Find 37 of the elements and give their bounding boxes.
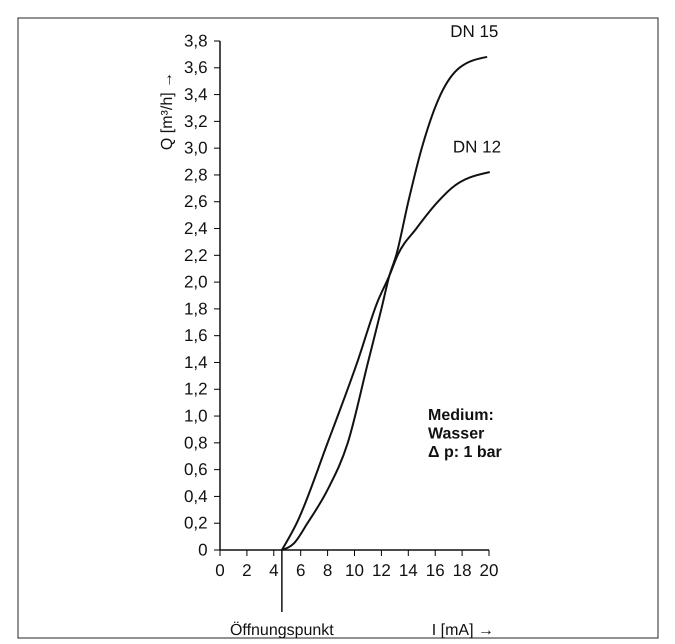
x-tick-label: 4 xyxy=(269,561,279,580)
y-tick-label: 3,4 xyxy=(184,85,208,104)
y-tick-label: 3,8 xyxy=(184,31,208,50)
x-tick-label: 6 xyxy=(296,561,306,580)
y-tick-label: 1,4 xyxy=(184,352,208,372)
y-tick-label: 2,4 xyxy=(184,218,208,238)
y-tick-label: 1,6 xyxy=(184,326,208,346)
x-tick-label: 12 xyxy=(372,561,391,580)
x-axis-title: I [mA] → xyxy=(432,622,494,639)
y-tick-label: 2,6 xyxy=(184,192,208,212)
y-tick-label: 1,8 xyxy=(184,299,208,318)
y-tick-label: 0,8 xyxy=(184,433,208,452)
y-tick-label: 0,6 xyxy=(184,460,208,480)
annotation: Medium: Wasser Δ p: 1 bar xyxy=(428,407,502,461)
y-tick-label: 0,2 xyxy=(184,514,208,533)
y-tick-label: 1,0 xyxy=(184,406,208,426)
x-tick-label: 14 xyxy=(398,561,418,580)
x-tick-label: 18 xyxy=(452,561,472,580)
x-tick-label: 8 xyxy=(322,561,332,580)
y-tick-label: 0 xyxy=(198,540,208,560)
series-label: DN 12 xyxy=(452,137,502,156)
y-tick-label: 2,8 xyxy=(184,165,208,184)
y-tick-label: 2,2 xyxy=(184,246,208,265)
series-label: DN 15 xyxy=(450,22,498,42)
ref-line-label: Öffnungspunkt xyxy=(230,621,334,639)
x-tick-label: 16 xyxy=(426,561,445,580)
x-tick-label: 10 xyxy=(345,561,364,580)
x-tick-label: 0 xyxy=(215,561,225,580)
x-tick-label: 20 xyxy=(480,561,498,580)
y-tick-label: 1,2 xyxy=(184,380,208,399)
y-tick-label: 3,6 xyxy=(184,58,208,78)
y-tick-label: 0,4 xyxy=(184,486,208,506)
x-tick-label: 2 xyxy=(242,561,252,580)
y-tick-label: 3,0 xyxy=(184,138,208,158)
y-tick-label: 2,0 xyxy=(184,272,208,292)
y-tick-label: 3,2 xyxy=(184,112,208,131)
y-axis-title: Q [m³/h] → xyxy=(159,72,176,150)
